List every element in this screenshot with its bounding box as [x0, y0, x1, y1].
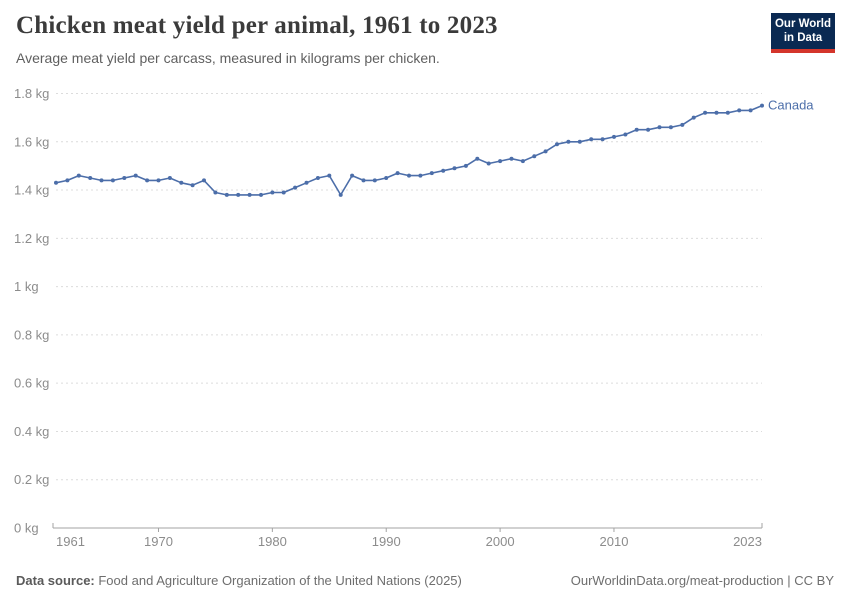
data-point[interactable] — [54, 180, 58, 185]
data-point[interactable] — [361, 178, 366, 183]
data-point[interactable] — [190, 183, 195, 188]
data-point[interactable] — [543, 149, 548, 154]
data-point[interactable] — [612, 134, 616, 139]
owid-logo[interactable]: Our World in Data — [771, 13, 835, 53]
data-line[interactable] — [55, 104, 763, 196]
y-tick-label: 0 kg — [14, 521, 39, 536]
owid-logo-line2: in Data — [783, 32, 823, 44]
x-tick-label: 2000 — [486, 534, 515, 549]
data-point[interactable] — [691, 115, 696, 120]
data-point[interactable] — [327, 173, 332, 178]
data-point[interactable] — [236, 192, 241, 197]
x-tick-label: 1990 — [372, 534, 401, 549]
data-point[interactable] — [555, 142, 559, 147]
x-tick-label: 2010 — [600, 534, 629, 549]
data-point[interactable] — [748, 108, 753, 113]
chart-subtitle: Average meat yield per carcass, measured… — [16, 49, 440, 66]
data-point[interactable] — [338, 192, 343, 197]
citation-link[interactable]: OurWorldinData.org/meat-production — [570, 573, 784, 588]
data-point[interactable] — [589, 137, 594, 142]
data-point[interactable] — [213, 190, 218, 195]
data-source-text: Food and Agriculture Organization of the… — [94, 573, 462, 588]
data-point[interactable] — [532, 154, 537, 159]
x-tick-label: 1961 — [56, 534, 85, 549]
data-point[interactable] — [350, 173, 355, 178]
data-point[interactable] — [224, 192, 229, 197]
data-point[interactable] — [156, 178, 161, 183]
y-tick-label: 1.4 kg — [14, 183, 49, 198]
data-point[interactable] — [407, 173, 411, 178]
data-point[interactable] — [247, 192, 252, 197]
data-source: Data source: Food and Agriculture Organi… — [16, 573, 462, 588]
data-point[interactable] — [441, 168, 446, 173]
y-tick-label: 1 kg — [14, 279, 39, 294]
data-point[interactable] — [623, 132, 628, 137]
citation: OurWorldinData.org/meat-production | CC … — [571, 573, 834, 588]
data-point[interactable] — [600, 137, 605, 142]
owid-logo-line1: Our World — [774, 17, 831, 30]
data-point[interactable] — [88, 176, 93, 180]
y-tick-label: 0.4 kg — [14, 424, 49, 439]
data-point[interactable] — [65, 178, 70, 183]
chart-header: Chicken meat yield per animal, 1961 to 2… — [16, 12, 750, 66]
data-point[interactable] — [475, 156, 480, 161]
y-tick-label: 1.6 kg — [14, 134, 49, 149]
y-tick-label: 0.2 kg — [14, 472, 49, 487]
data-point[interactable] — [646, 127, 651, 132]
data-point[interactable] — [680, 122, 685, 127]
data-point[interactable] — [384, 176, 389, 180]
data-point[interactable] — [657, 125, 662, 130]
data-point[interactable] — [167, 176, 172, 180]
data-point[interactable] — [202, 178, 206, 183]
data-point[interactable] — [509, 156, 514, 161]
page-title: Chicken meat yield per animal, 1961 to 2… — [16, 12, 498, 39]
chart-footer: Data source: Food and Agriculture Organi… — [16, 573, 834, 588]
data-point[interactable] — [259, 192, 263, 197]
data-point[interactable] — [668, 125, 673, 130]
data-point[interactable] — [145, 178, 150, 183]
data-point[interactable] — [634, 127, 639, 132]
data-point[interactable] — [566, 139, 571, 144]
y-tick-label: 1.2 kg — [14, 231, 49, 246]
data-point[interactable] — [463, 163, 468, 168]
y-tick-label: 1.8 kg — [14, 86, 49, 101]
data-source-label: Data source: — [16, 573, 95, 588]
data-point[interactable] — [486, 161, 491, 166]
x-tick-label: 1970 — [144, 534, 173, 549]
data-point[interactable] — [133, 173, 138, 178]
data-point[interactable] — [714, 110, 719, 115]
data-point[interactable] — [122, 176, 127, 180]
x-tick-label: 1980 — [258, 534, 287, 549]
series-label: Canada — [768, 98, 814, 113]
data-point[interactable] — [179, 180, 184, 185]
data-point[interactable] — [270, 190, 275, 195]
data-point[interactable] — [577, 139, 582, 144]
line-chart[interactable]: 0 kg 0.2 kg 0.4 kg 0.6 kg 0.8 kg 1 kg 1.2 kg 1.… — [0, 0, 850, 560]
data-point[interactable] — [452, 166, 457, 171]
data-point[interactable] — [293, 185, 298, 190]
data-point[interactable] — [429, 171, 434, 176]
data-point[interactable] — [737, 108, 742, 113]
data-point[interactable] — [725, 110, 730, 115]
data-point[interactable] — [281, 190, 286, 195]
x-tick-label: 2023 — [733, 534, 762, 549]
data-point[interactable] — [418, 173, 423, 178]
y-tick-label: 0.6 kg — [14, 376, 49, 391]
data-point[interactable] — [304, 180, 309, 185]
data-point[interactable] — [99, 178, 104, 183]
data-point[interactable] — [372, 178, 377, 183]
data-point[interactable] — [520, 159, 525, 164]
data-point[interactable] — [703, 110, 708, 115]
data-point[interactable] — [395, 171, 400, 176]
data-point[interactable] — [498, 159, 503, 164]
data-point[interactable] — [315, 176, 320, 180]
data-point[interactable] — [760, 103, 764, 108]
data-point[interactable] — [76, 173, 81, 178]
data-point[interactable] — [110, 178, 115, 183]
y-tick-label: 0.8 kg — [14, 327, 49, 342]
citation-license: | CC BY — [783, 573, 834, 588]
